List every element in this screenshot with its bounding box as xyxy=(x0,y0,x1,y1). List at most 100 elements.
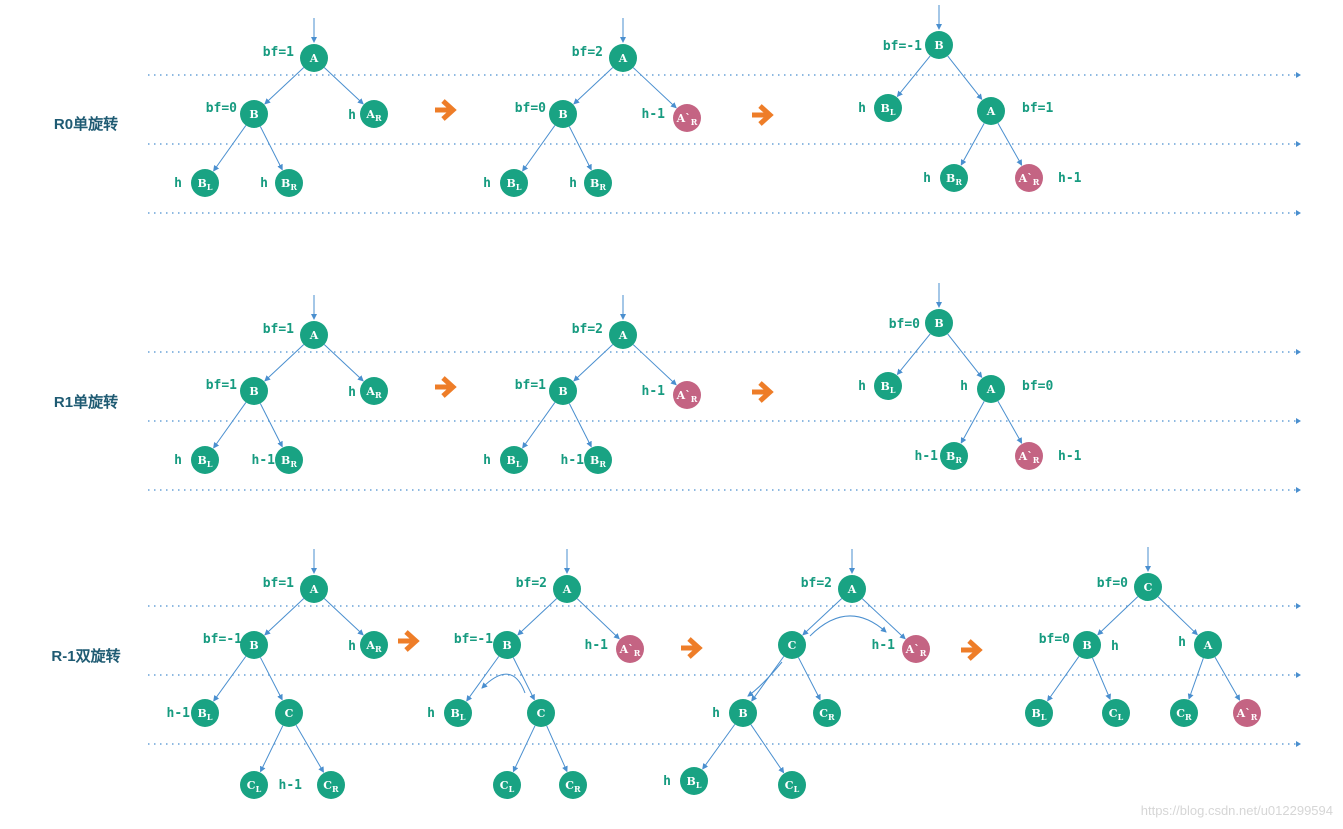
balance-label: h xyxy=(1178,635,1186,650)
tree-node: A xyxy=(609,44,637,72)
node-label: C xyxy=(285,707,294,720)
transition-arrow xyxy=(435,99,457,121)
tree-node: C xyxy=(527,699,555,727)
tree-node: A`R xyxy=(1015,442,1043,470)
tree-node: CR xyxy=(813,699,841,727)
tree-node: A`R xyxy=(673,381,701,409)
tree-edge xyxy=(522,402,556,449)
tree-edge xyxy=(568,403,592,448)
node-circle xyxy=(240,631,268,659)
tree-node: BL xyxy=(500,446,528,474)
tree-node: B xyxy=(493,631,521,659)
tree-edge xyxy=(522,125,556,172)
tree-node: BR xyxy=(275,169,303,197)
tree-node: BR xyxy=(584,169,612,197)
level-line-arrowhead xyxy=(1296,741,1301,747)
watermark-text: https://blog.csdn.net/u012299594 xyxy=(1141,803,1333,818)
balance-label: h xyxy=(663,774,671,789)
node-circle xyxy=(609,321,637,349)
node-label: A xyxy=(309,583,319,596)
node-label: B xyxy=(934,317,943,330)
node-label: B xyxy=(249,385,258,398)
balance-label: bf=0 xyxy=(206,101,237,116)
tree-edge xyxy=(750,724,785,774)
node-circle xyxy=(778,631,806,659)
tree-edge xyxy=(568,126,592,171)
balance-label: h-1 xyxy=(279,778,303,793)
tree-node: B xyxy=(240,377,268,405)
node-circle xyxy=(191,446,219,474)
node-label: A xyxy=(618,329,628,342)
tree-node: CR xyxy=(1170,699,1198,727)
balance-label: bf=-1 xyxy=(883,39,922,54)
tree-edge xyxy=(512,725,536,773)
node-label: B xyxy=(558,108,567,121)
tree-node: A xyxy=(300,44,328,72)
tree-edge xyxy=(259,126,283,171)
node-circle xyxy=(360,100,388,128)
tree-edge xyxy=(259,403,283,448)
balance-label: h xyxy=(923,171,931,186)
tree-node: C xyxy=(778,631,806,659)
balance-label: h xyxy=(960,379,968,394)
node-circle xyxy=(1194,631,1222,659)
tree-node: CL xyxy=(1102,699,1130,727)
node-circle xyxy=(584,169,612,197)
node-circle xyxy=(977,97,1005,125)
node-label: A xyxy=(847,583,857,596)
node-circle xyxy=(275,699,303,727)
node-circle xyxy=(838,575,866,603)
balance-label: h-1 xyxy=(1058,449,1082,464)
node-circle xyxy=(584,446,612,474)
node-label: C xyxy=(1144,581,1153,594)
node-circle xyxy=(549,377,577,405)
node-label: A xyxy=(309,329,319,342)
node-label: C xyxy=(788,639,797,652)
balance-label: bf=0 xyxy=(1022,379,1053,394)
node-circle xyxy=(1015,442,1043,470)
tree-edge xyxy=(1092,657,1111,701)
node-circle xyxy=(680,767,708,795)
balance-label: bf=1 xyxy=(263,576,294,591)
tree-node: B xyxy=(549,100,577,128)
tree-edges xyxy=(213,5,1241,774)
balance-label: bf=2 xyxy=(572,322,603,337)
node-label: B xyxy=(249,108,258,121)
node-label: A xyxy=(1203,639,1213,652)
tree-edge xyxy=(466,656,500,702)
node-circle xyxy=(813,699,841,727)
tree-node: B xyxy=(925,309,953,337)
node-circle xyxy=(874,372,902,400)
node-circle xyxy=(902,635,930,663)
tree-edge xyxy=(213,125,247,172)
transition-arrow xyxy=(435,376,457,398)
node-circle xyxy=(729,699,757,727)
tree-node: A xyxy=(300,321,328,349)
tree-edge xyxy=(896,333,931,376)
tree-node: BL xyxy=(680,767,708,795)
balance-label: bf=-1 xyxy=(203,632,242,647)
node-circle xyxy=(553,575,581,603)
node-circle xyxy=(616,635,644,663)
tree-node: C xyxy=(1134,573,1162,601)
tree-edge xyxy=(576,598,620,640)
balance-label: h xyxy=(569,176,577,191)
tree-node: BR xyxy=(940,164,968,192)
row-title: R1单旋转 xyxy=(54,393,118,411)
tree-edge xyxy=(260,725,284,773)
node-circle xyxy=(925,309,953,337)
balance-label: bf=-1 xyxy=(454,632,493,647)
balance-label: h-1 xyxy=(167,706,191,721)
node-circle xyxy=(1015,164,1043,192)
balance-label: h xyxy=(174,453,182,468)
node-label: C xyxy=(537,707,546,720)
tree-nodes: A B AR BL BR A B A`R BL BR B BL A BR A`R A B AR BL BR A B A`R B… xyxy=(191,31,1261,799)
level-line-arrowhead xyxy=(1296,210,1301,216)
node-label: A xyxy=(986,383,996,396)
balance-label: bf=2 xyxy=(516,576,547,591)
node-circle xyxy=(500,169,528,197)
balance-label: h xyxy=(483,453,491,468)
balance-label: h-1 xyxy=(252,453,276,468)
tree-edge xyxy=(213,656,247,702)
